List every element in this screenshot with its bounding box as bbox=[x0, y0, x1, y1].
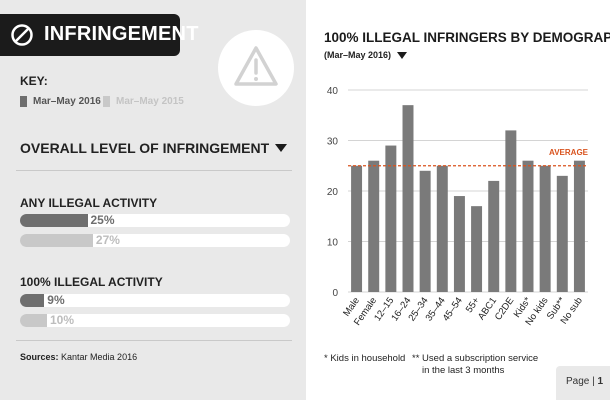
average-label: AVERAGE bbox=[549, 148, 589, 157]
bar bbox=[573, 160, 585, 292]
page-number-value: 1 bbox=[597, 376, 604, 387]
bar-full-current: 9% bbox=[20, 294, 290, 307]
divider bbox=[16, 340, 292, 341]
bar bbox=[351, 165, 363, 292]
bar-any-current: 25% bbox=[20, 214, 290, 227]
footnote-sub-text-2: in the last 3 months bbox=[422, 365, 505, 376]
key-current-label: Mar–May 2016 bbox=[33, 95, 101, 107]
bar bbox=[402, 105, 414, 293]
bar bbox=[488, 180, 500, 292]
bar-any-previous-fill bbox=[20, 234, 93, 247]
bar-full-previous-value: 10% bbox=[50, 314, 75, 327]
bar bbox=[385, 145, 397, 292]
key-current: Mar–May 2016 bbox=[20, 95, 101, 107]
y-tick-label: 20 bbox=[327, 187, 339, 198]
key-current-swatch bbox=[20, 95, 27, 107]
footnote-sub-text: Used a subscription service bbox=[422, 353, 539, 364]
bar-full-previous: 10% bbox=[20, 314, 290, 327]
overall-heading: OVERALL LEVEL OF INFRINGEMENT bbox=[20, 140, 288, 156]
key-previous-swatch bbox=[103, 95, 110, 107]
x-tick-label: C2DE bbox=[493, 295, 517, 322]
bar bbox=[436, 165, 448, 292]
bar bbox=[522, 160, 534, 292]
bar bbox=[471, 206, 483, 292]
chart-title: 100% ILLEGAL INFRINGERS BY DEMOGRAPHIC bbox=[324, 30, 610, 45]
prohibited-icon bbox=[11, 24, 33, 46]
bar-chart: 010203040MaleFemale12–1516–2425–3435–444… bbox=[327, 86, 589, 328]
footnote-kids-text: Kids in household bbox=[330, 353, 406, 364]
y-tick-label: 30 bbox=[327, 137, 339, 148]
bar bbox=[556, 175, 568, 292]
bar bbox=[453, 196, 465, 292]
warning-icon bbox=[234, 46, 278, 86]
sources: Sources: Kantar Media 2016 bbox=[20, 352, 137, 362]
page-indicator: Page | 1 bbox=[556, 366, 610, 400]
warning-badge bbox=[218, 30, 294, 106]
bar bbox=[505, 130, 517, 292]
key-previous-label: Mar–May 2015 bbox=[116, 95, 184, 107]
bar bbox=[539, 165, 551, 292]
page-number: Page | 1 bbox=[566, 376, 603, 387]
divider bbox=[16, 170, 292, 171]
chart-subtitle: (Mar–May 2016) bbox=[324, 50, 408, 60]
page-label: Page | bbox=[566, 376, 595, 387]
group-label-any: ANY ILLEGAL ACTIVITY bbox=[20, 196, 158, 210]
bar-full-current-fill bbox=[20, 294, 45, 307]
footnote-sub-mark: ** bbox=[412, 353, 420, 364]
bar bbox=[368, 160, 380, 292]
y-tick-label: 10 bbox=[327, 238, 339, 249]
chart-subtitle-text: (Mar–May 2016) bbox=[324, 50, 392, 60]
footnote-sub: ** Used a subscription service in the la… bbox=[412, 353, 538, 377]
title-bar: INFRINGEMENT bbox=[0, 14, 198, 56]
key-label: KEY: bbox=[20, 74, 48, 88]
bar bbox=[419, 170, 431, 292]
sources-label: Sources: bbox=[20, 352, 59, 362]
triangle-down-icon bbox=[275, 144, 288, 152]
bar-any-current-value: 25% bbox=[90, 214, 115, 227]
left-panel: INFRINGEMENT KEY: Mar–May 2016 Mar–May 2… bbox=[0, 0, 306, 400]
page-title: INFRINGEMENT bbox=[44, 23, 199, 45]
overall-heading-text: OVERALL LEVEL OF INFRINGEMENT bbox=[20, 140, 270, 156]
bar-any-previous-value: 27% bbox=[95, 234, 120, 247]
triangle-down-icon bbox=[397, 51, 408, 59]
bar-full-current-value: 9% bbox=[47, 294, 65, 307]
y-tick-label: 0 bbox=[332, 288, 338, 299]
group-label-full: 100% ILLEGAL ACTIVITY bbox=[20, 275, 163, 289]
bar-full-previous-fill bbox=[20, 314, 47, 327]
sources-text: Kantar Media 2016 bbox=[61, 352, 138, 362]
bar-any-current-fill bbox=[20, 214, 88, 227]
y-tick-label: 40 bbox=[327, 86, 339, 97]
footnote-kids: * Kids in household bbox=[324, 353, 405, 365]
key-previous: Mar–May 2015 bbox=[103, 95, 184, 107]
footnote-kids-mark: * bbox=[324, 353, 328, 364]
bar-any-previous: 27% bbox=[20, 234, 290, 247]
